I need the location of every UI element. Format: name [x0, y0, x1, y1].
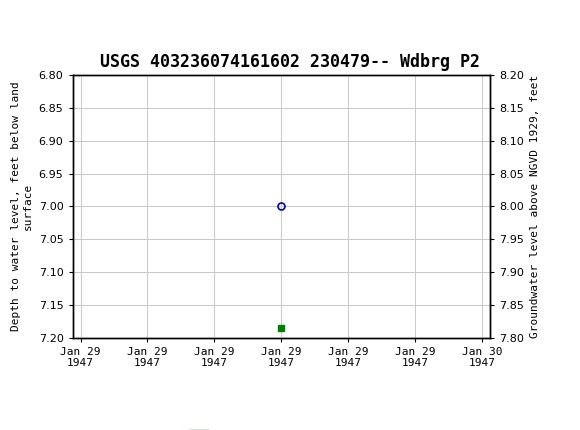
Text: USGS: USGS [75, 10, 119, 28]
Y-axis label: Groundwater level above NGVD 1929, feet: Groundwater level above NGVD 1929, feet [530, 75, 539, 338]
Text: USGS 403236074161602 230479-- Wdbrg P2: USGS 403236074161602 230479-- Wdbrg P2 [100, 53, 480, 71]
Legend: Period of approved data: Period of approved data [185, 426, 378, 430]
Y-axis label: Depth to water level, feet below land
surface: Depth to water level, feet below land su… [12, 82, 33, 331]
